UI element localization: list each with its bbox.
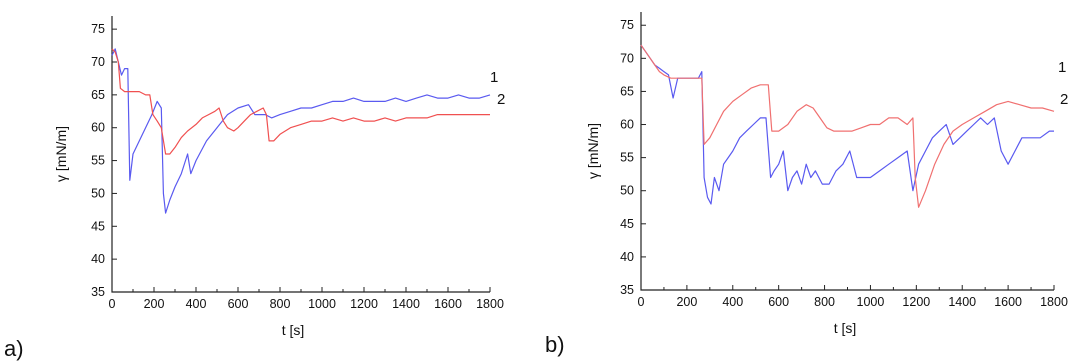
series-annotation-2: 2 [497, 91, 505, 108]
x-axis-title: t [s] [834, 320, 857, 336]
y-tick-label: 35 [620, 283, 634, 297]
y-tick-label: 60 [91, 121, 105, 135]
series-line-2 [111, 48, 490, 155]
chart-panel-a: 0 200 400 600 800 1000 1200 1400 1600 1800 35 40 45 5… [4, 16, 505, 361]
y-axis-title: γ [mN/m] [53, 126, 69, 182]
y-axis-title: γ [mN/m] [585, 123, 601, 179]
y-tick-label: 70 [91, 55, 105, 69]
series-annotation-1: 1 [490, 69, 498, 86]
x-tick-label: 1800 [1040, 295, 1068, 309]
x-tick-label: 1400 [948, 295, 976, 309]
panel-letter: a) [4, 336, 24, 361]
y-tick-label: 50 [91, 186, 105, 200]
x-axis-title: t [s] [282, 322, 305, 338]
y-tick-label: 70 [620, 51, 634, 65]
y-tick-label: 40 [620, 250, 634, 264]
y-tick-label: 60 [620, 118, 634, 132]
x-tick-label: 200 [676, 295, 697, 309]
x-tick-label: 1200 [902, 295, 930, 309]
x-tick-label: 600 [768, 295, 789, 309]
x-tick-label: 1800 [476, 297, 504, 311]
series-line-2 [640, 44, 1055, 208]
series-annotation-1: 1 [1058, 59, 1066, 76]
y-tick-label: 50 [620, 184, 634, 198]
x-tick-label: 400 [186, 297, 207, 311]
x-tick-label: 1400 [392, 297, 420, 311]
y-tick-label: 75 [91, 22, 105, 36]
y-tick-label: 75 [620, 18, 634, 32]
x-tick-label: 1000 [308, 297, 336, 311]
y-tick-label: 45 [620, 217, 634, 231]
y-tick-label: 35 [91, 285, 105, 299]
y-tick-label: 55 [620, 151, 634, 165]
y-tick-label: 65 [620, 84, 634, 98]
series-line-1 [640, 44, 1054, 205]
x-tick-label: 0 [638, 295, 645, 309]
x-tick-label: 1600 [994, 295, 1022, 309]
x-tick-label: 400 [722, 295, 743, 309]
panel-letter: b) [545, 332, 565, 357]
x-tick-label: 200 [144, 297, 165, 311]
chart-panel-b: 0 200 400 600 800 1000 1200 1400 1600 1800 35 40 45 5… [545, 12, 1068, 357]
x-tick-label: 0 [109, 297, 116, 311]
x-tick-label: 1200 [350, 297, 378, 311]
x-tick-label: 800 [814, 295, 835, 309]
y-tick-label: 40 [91, 252, 105, 266]
series-annotation-2: 2 [1060, 91, 1068, 108]
y-tick-label: 55 [91, 154, 105, 168]
x-tick-label: 600 [228, 297, 249, 311]
y-tick-label: 45 [91, 219, 105, 233]
x-tick-label: 1600 [434, 297, 462, 311]
x-tick-label: 800 [270, 297, 291, 311]
y-tick-label: 65 [91, 88, 105, 102]
x-tick-label: 1000 [857, 295, 885, 309]
series-line-1 [111, 48, 491, 214]
